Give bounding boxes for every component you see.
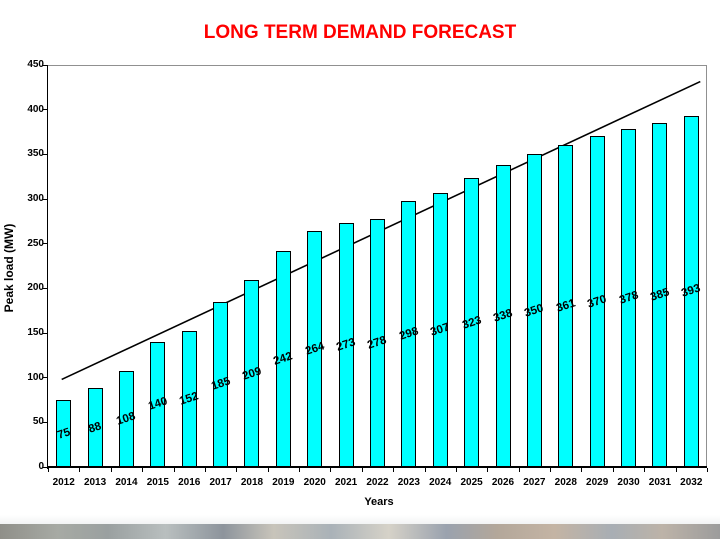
- x-axis-tick: [455, 468, 457, 472]
- bar: [56, 400, 72, 467]
- y-axis-tick: [43, 466, 48, 468]
- x-axis-tick: [424, 468, 426, 472]
- bar: [244, 280, 260, 467]
- x-axis-tick: [550, 468, 552, 472]
- x-axis-tick-label: 2031: [648, 477, 672, 488]
- x-axis-tick: [110, 468, 112, 472]
- bar: [338, 223, 354, 467]
- bar: [181, 331, 197, 467]
- y-axis-tick-label: 200: [27, 282, 44, 294]
- x-axis-tick-label: 2018: [240, 477, 264, 488]
- x-axis-tick-label: 2014: [115, 477, 138, 488]
- y-axis-tick: [43, 243, 48, 245]
- x-axis-tick: [330, 468, 332, 472]
- y-axis-tick-label: 300: [27, 193, 44, 204]
- x-axis-tick: [48, 468, 49, 472]
- x-axis-tick-label: 2013: [83, 477, 107, 488]
- x-axis-tick: [236, 468, 238, 472]
- y-axis-title: Peak load (MW): [2, 223, 16, 313]
- bar: [621, 129, 637, 467]
- y-axis-tick: [43, 332, 48, 334]
- bar: [526, 154, 542, 467]
- y-axis-tick-label: 100: [27, 371, 44, 383]
- x-axis-tick-label: 2023: [397, 477, 420, 488]
- x-axis-tick-label: 2026: [491, 477, 515, 488]
- y-axis-tick: [43, 198, 48, 200]
- y-axis-tick: [43, 109, 48, 111]
- x-axis-tick: [79, 468, 81, 472]
- x-axis-tick-label: 2028: [554, 477, 577, 488]
- x-axis-tick-label: 2030: [617, 477, 640, 488]
- plot-frame-right: [706, 65, 707, 467]
- bar: [87, 388, 103, 467]
- bar: [307, 231, 323, 467]
- y-axis-tick-label: 50: [32, 416, 44, 428]
- x-axis-tick: [675, 468, 677, 472]
- y-axis-tick: [43, 153, 48, 155]
- bar: [495, 165, 511, 467]
- y-axis-tick: [43, 64, 48, 66]
- x-axis-tick-label: 2016: [178, 477, 201, 488]
- x-axis-tick-label: 2017: [209, 477, 232, 488]
- bar: [118, 370, 134, 467]
- x-axis-tick-label: 2019: [272, 477, 295, 488]
- plot-frame-top: [48, 65, 707, 66]
- x-axis-tick-label: 2020: [303, 477, 326, 488]
- y-axis-tick-label: 0: [38, 461, 44, 472]
- x-axis-tick: [644, 468, 646, 472]
- x-axis-tick: [267, 468, 269, 472]
- bar: [652, 123, 668, 467]
- x-axis-tick: [706, 468, 708, 472]
- x-axis-line: [47, 466, 707, 468]
- y-axis-tick: [43, 421, 48, 423]
- x-axis-tick-label: 2027: [523, 477, 546, 488]
- bar: [213, 301, 229, 467]
- y-axis-line: [47, 65, 48, 469]
- x-axis-tick: [142, 468, 144, 472]
- x-axis-tick: [487, 468, 489, 472]
- bar: [683, 115, 699, 467]
- x-axis-tick: [581, 468, 583, 472]
- bar: [150, 341, 166, 467]
- x-axis-tick: [173, 468, 175, 472]
- x-axis-tick-label: 2024: [429, 477, 452, 488]
- y-axis-tick: [43, 377, 48, 379]
- bar: [275, 250, 291, 467]
- footer-photo-strip: [0, 524, 720, 539]
- x-axis-tick-label: 2029: [586, 477, 609, 488]
- x-axis-tick: [299, 468, 301, 472]
- x-axis-tick: [204, 468, 206, 472]
- bar: [464, 178, 480, 467]
- bar: [432, 192, 448, 467]
- x-axis-tick-label: 2012: [52, 477, 75, 488]
- y-axis-tick-label: 450: [27, 59, 44, 70]
- x-axis-tick-label: 2022: [366, 477, 389, 488]
- bar: [589, 136, 605, 467]
- bar: [401, 200, 417, 467]
- bar: [369, 218, 385, 467]
- chart-title: LONG TERM DEMAND FORECAST: [203, 22, 517, 43]
- x-axis-tick: [612, 468, 614, 472]
- x-axis-tick: [518, 468, 520, 472]
- y-axis-tick-label: 250: [27, 237, 44, 249]
- footer-photo-fade: [0, 515, 720, 524]
- x-axis-title: Years: [364, 496, 394, 508]
- bar: [558, 144, 574, 467]
- y-axis-tick-label: 350: [27, 148, 44, 160]
- x-axis-tick-label: 2015: [146, 477, 169, 488]
- x-axis-tick-label: 2032: [680, 477, 703, 488]
- x-axis-tick-label: 2025: [460, 477, 483, 488]
- y-axis-tick-label: 400: [27, 103, 44, 115]
- x-axis-tick: [361, 468, 363, 472]
- y-axis-tick-label: 150: [27, 327, 44, 338]
- x-axis-tick: [393, 468, 395, 472]
- x-axis-tick-label: 2021: [334, 477, 358, 488]
- y-axis-tick: [43, 287, 48, 289]
